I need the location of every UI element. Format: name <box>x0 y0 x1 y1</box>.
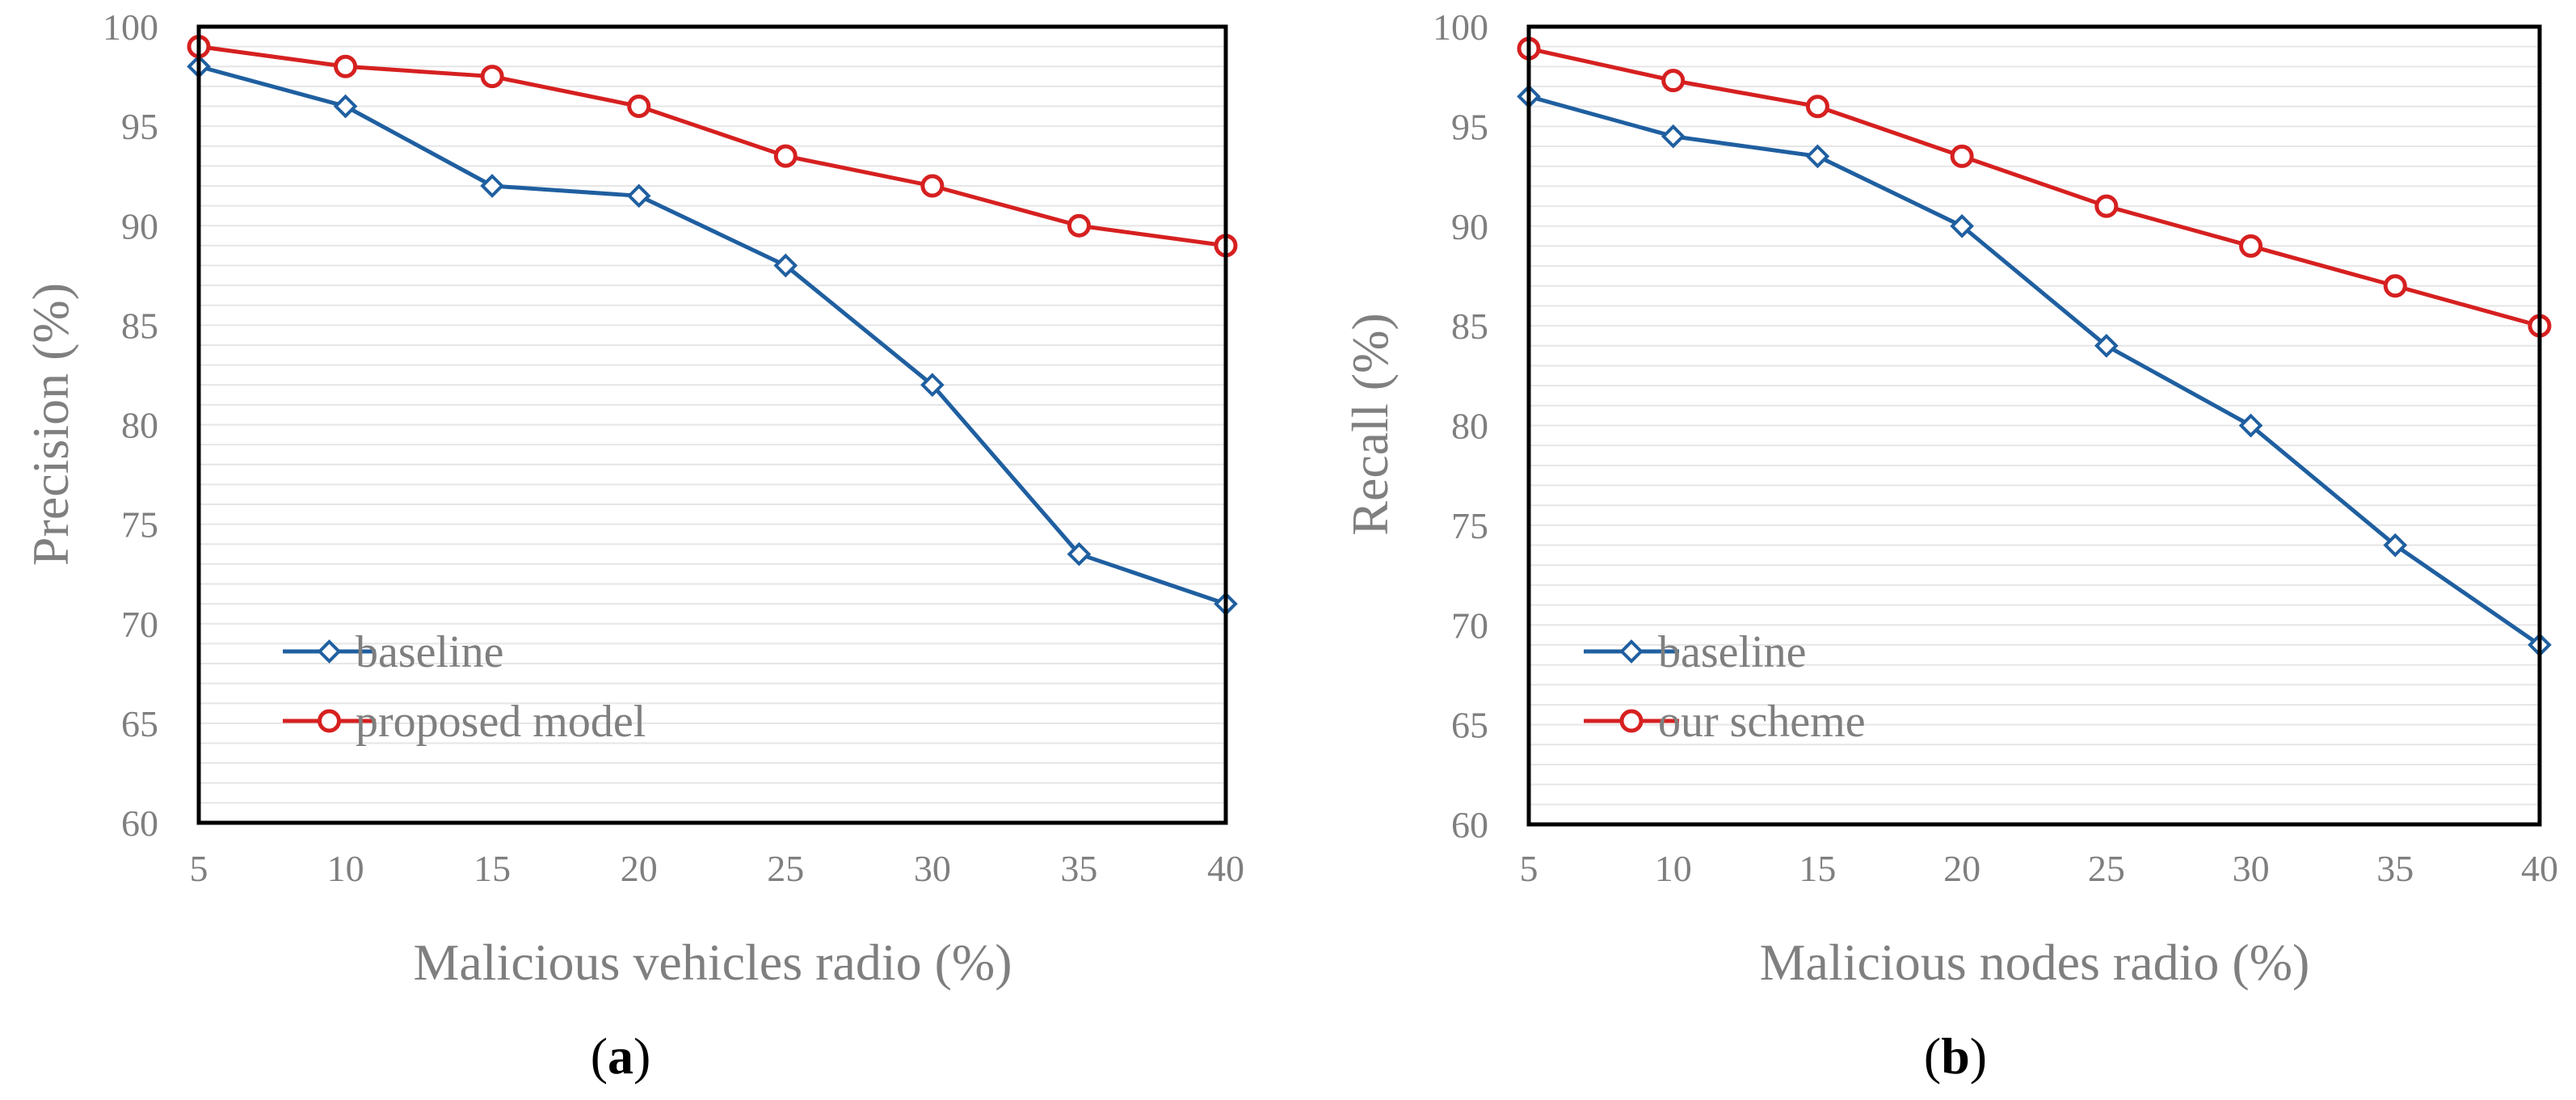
y-tick-label: 80 <box>1451 406 1488 447</box>
chart-b-legend: baseline our scheme <box>1584 627 1866 747</box>
series-line-baseline <box>1528 94 2541 647</box>
y-tick-label: 60 <box>121 803 158 844</box>
chart-a-x-axis-label: Malicious vehicles radio (%) <box>413 934 1012 991</box>
series-line-our-scheme <box>1528 46 2540 328</box>
data-point <box>2094 333 2119 358</box>
x-tick-label: 10 <box>1655 848 1692 889</box>
x-tick-label: 20 <box>621 848 658 889</box>
y-tick-label: 60 <box>1451 804 1488 845</box>
chart-a-series-lines <box>198 44 1227 606</box>
y-tick-label: 65 <box>1451 705 1488 746</box>
data-point <box>773 144 798 168</box>
data-point <box>1067 542 1092 567</box>
chart-b-markers <box>1517 36 2552 657</box>
chart-a-y-ticks: 60 65 70 75 80 85 90 95 100 <box>103 6 158 844</box>
legend-marker <box>318 709 341 733</box>
chart-b-plot-frame <box>1526 24 2542 827</box>
x-tick-label: 20 <box>1943 848 1980 889</box>
chart-panel-a: 5 10 15 20 25 30 35 40 60 65 70 75 80 85 90 95 100 Mali… <box>22 6 1244 1085</box>
data-point <box>1950 144 1974 168</box>
data-point <box>1805 144 1830 169</box>
panel-b-letter: b <box>1941 1027 1970 1085</box>
chart-b-x-axis-label: Malicious nodes radio (%) <box>1760 934 2310 991</box>
y-tick-label: 85 <box>1451 306 1488 347</box>
y-tick-label: 80 <box>121 405 158 446</box>
data-point <box>2238 413 2263 438</box>
y-tick-label: 70 <box>121 604 158 645</box>
y-tick-label: 75 <box>1451 505 1488 546</box>
chart-a-legend: baseline proposed model <box>283 627 646 747</box>
y-tick-label: 100 <box>1433 6 1488 48</box>
y-tick-label: 90 <box>121 205 158 247</box>
series-line-proposed-model <box>198 44 1227 248</box>
x-tick-label: 5 <box>190 848 208 889</box>
x-tick-label: 15 <box>1799 848 1836 889</box>
data-point <box>1805 95 1829 119</box>
legend-label: proposed model <box>356 697 646 747</box>
chart-a-y-axis-label: Precision (%) <box>22 283 79 566</box>
data-point <box>480 65 504 89</box>
data-point <box>2383 533 2408 558</box>
legend-marker <box>317 639 342 664</box>
y-tick-label: 75 <box>121 504 158 546</box>
panel-a-letter: a <box>608 1027 633 1085</box>
y-tick-label: 90 <box>1451 206 1488 247</box>
data-point <box>2094 194 2119 218</box>
x-tick-label: 5 <box>1520 848 1538 889</box>
chart-a-plot-frame <box>196 24 1228 825</box>
chart-panel-b: 5 10 15 20 25 30 35 40 60 65 70 75 80 85 90 95 100 Mali… <box>1341 6 2558 1085</box>
chart-b-y-ticks: 60 65 70 75 80 85 90 95 100 <box>1433 6 1488 845</box>
x-tick-label: 25 <box>767 848 804 889</box>
x-tick-label: 35 <box>1060 848 1097 889</box>
x-tick-label: 40 <box>1207 848 1244 889</box>
legend-label: baseline <box>1658 627 1806 677</box>
y-tick-label: 70 <box>1451 605 1488 646</box>
series-line-baseline <box>198 64 1227 606</box>
x-tick-label: 35 <box>2376 848 2414 889</box>
data-point <box>773 253 798 278</box>
chart-b-y-axis-label: Recall (%) <box>1341 313 1399 535</box>
data-point <box>1661 69 1686 93</box>
data-point <box>2239 234 2263 258</box>
data-point <box>920 174 945 198</box>
x-tick-label: 10 <box>327 848 364 889</box>
data-point <box>2383 274 2407 298</box>
panel-b-label: (b) <box>1924 1027 1987 1085</box>
data-point <box>627 95 651 118</box>
data-point <box>480 174 504 198</box>
chart-a-x-ticks: 5 10 15 20 25 30 35 40 <box>190 848 1245 889</box>
chart-a-grid <box>199 45 1226 804</box>
x-tick-label: 30 <box>914 848 951 889</box>
y-tick-label: 65 <box>121 703 158 744</box>
data-point <box>333 94 358 119</box>
chart-b-grid <box>1529 45 2540 806</box>
data-point <box>1950 213 1974 238</box>
y-tick-label: 95 <box>121 106 158 147</box>
data-point <box>626 183 651 209</box>
y-tick-label: 100 <box>103 6 158 48</box>
chart-b-series-lines <box>1528 46 2541 647</box>
y-tick-label: 85 <box>121 305 158 346</box>
x-tick-label: 30 <box>2233 848 2270 889</box>
data-point <box>1661 124 1686 149</box>
legend-label: our scheme <box>1658 697 1866 747</box>
x-tick-label: 25 <box>2088 848 2125 889</box>
legend-marker <box>1619 639 1644 664</box>
data-point <box>334 54 358 78</box>
legend-label: baseline <box>356 627 503 677</box>
x-tick-label: 15 <box>474 848 511 889</box>
y-tick-label: 95 <box>1451 106 1488 147</box>
data-point <box>1067 213 1091 238</box>
data-point <box>920 373 945 398</box>
x-tick-label: 40 <box>2521 848 2558 889</box>
panel-a-label: (a) <box>591 1027 651 1085</box>
legend-marker <box>1619 709 1644 733</box>
chart-b-x-ticks: 5 10 15 20 25 30 35 40 <box>1520 848 2559 889</box>
